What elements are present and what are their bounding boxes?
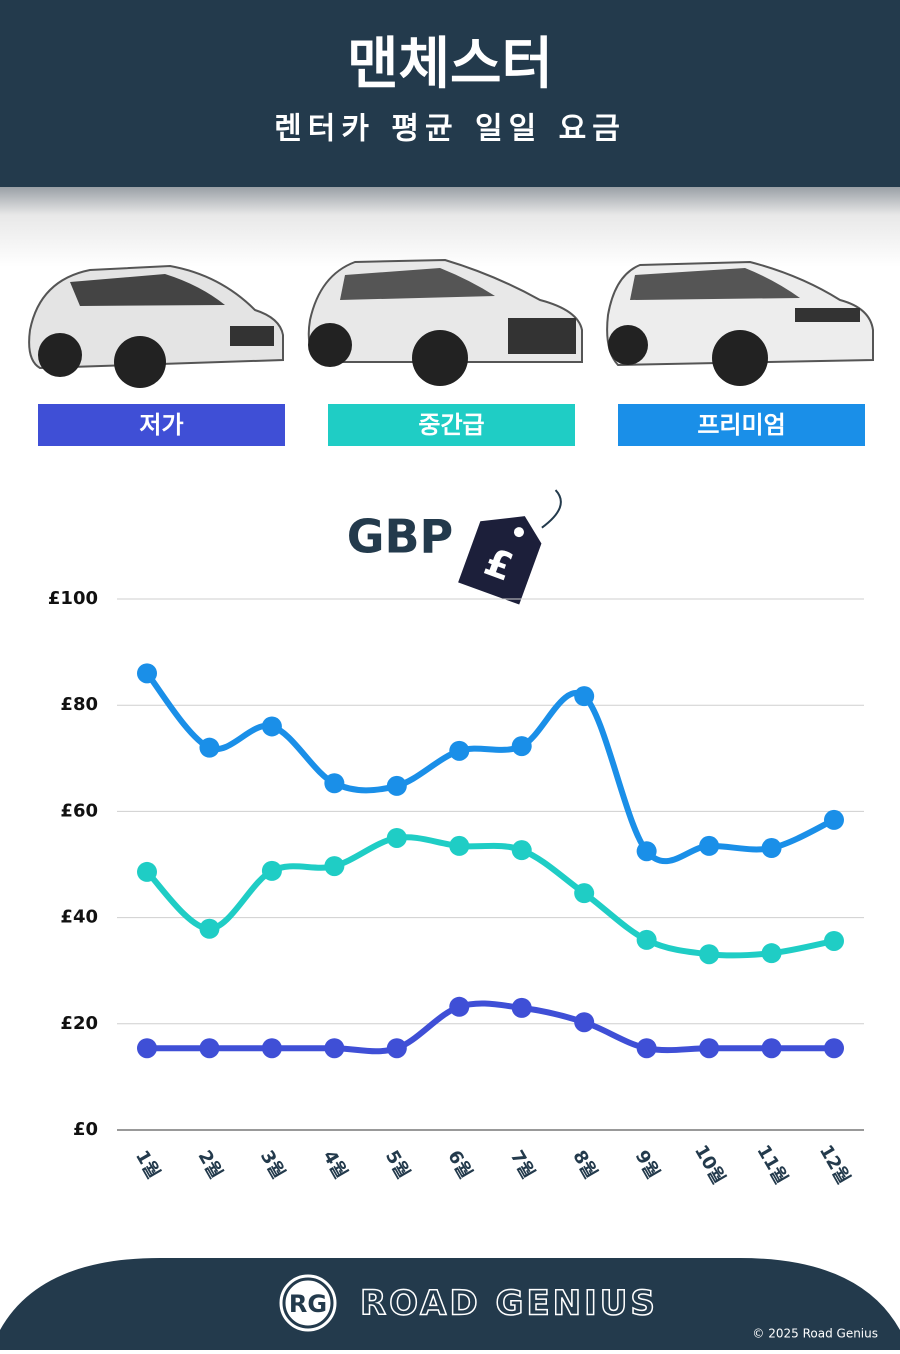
data-point <box>511 997 532 1018</box>
car-midsize <box>307 258 583 386</box>
data-point <box>824 930 844 951</box>
car-premium <box>606 260 874 386</box>
data-point <box>574 686 595 707</box>
x-tick-label: 4월 <box>318 1147 351 1183</box>
header-band <box>0 0 900 187</box>
data-point <box>699 944 720 965</box>
data-point <box>636 1038 657 1059</box>
data-point <box>199 737 220 758</box>
logo-text: RG <box>289 1290 327 1318</box>
copyright: © 2025 Road Genius <box>752 1327 878 1341</box>
data-point <box>511 736 532 757</box>
data-point <box>137 663 157 684</box>
x-tick-label: 9월 <box>631 1147 664 1183</box>
x-tick-label: 11월 <box>752 1141 791 1188</box>
data-point <box>574 883 595 904</box>
x-tick-label: 5월 <box>381 1147 414 1183</box>
brand-name: ROAD GENIUS <box>360 1284 658 1324</box>
data-point <box>324 1038 345 1059</box>
header-shadow <box>0 187 900 267</box>
data-point <box>761 943 782 964</box>
legend-label: 프리미엄 <box>697 411 785 439</box>
data-point <box>137 861 157 882</box>
data-point <box>199 918 220 939</box>
legend: 저가 중간급 프리미엄 <box>38 404 865 446</box>
x-tick-label: 7월 <box>506 1147 539 1183</box>
data-point <box>761 1038 782 1059</box>
data-point <box>324 773 345 794</box>
price-tag: £ <box>458 489 562 605</box>
subtitle: 렌터카 평균 일일 요금 <box>274 112 626 147</box>
x-tick-label: 3월 <box>256 1147 289 1183</box>
series-line <box>144 1000 837 1055</box>
x-tick-label: 2월 <box>194 1147 227 1183</box>
line-chart: £0 £20 £40 £60 £80 £100 1월 2월 3월 4월 5월 6월 7월 8월 9월 10월 1… <box>48 588 864 1188</box>
data-point <box>574 1012 595 1033</box>
data-point <box>449 996 470 1017</box>
footer-band <box>0 1258 900 1350</box>
data-point <box>261 860 282 881</box>
data-point <box>761 838 782 859</box>
data-point <box>137 1038 157 1059</box>
y-tick-label: £40 <box>60 907 98 928</box>
data-point <box>386 1038 407 1059</box>
legend-label: 중간급 <box>418 411 484 439</box>
data-point <box>324 856 345 877</box>
data-point <box>199 1038 220 1059</box>
y-tick-label: £100 <box>48 588 98 609</box>
data-point <box>636 929 657 950</box>
x-tick-label: 6월 <box>443 1147 476 1183</box>
x-tick-label: 10월 <box>690 1141 729 1188</box>
series-line <box>144 834 837 959</box>
x-tick-label: 8월 <box>568 1147 601 1183</box>
x-tick-label: 1월 <box>131 1147 164 1183</box>
data-point <box>824 809 844 830</box>
car-economy <box>28 264 284 388</box>
y-tick-label: £80 <box>60 694 98 715</box>
data-point <box>511 840 532 861</box>
y-tick-label: £60 <box>60 800 98 821</box>
legend-swatch <box>328 404 575 446</box>
x-tick-label: 12월 <box>815 1141 854 1188</box>
title: 맨체스터 <box>347 32 553 97</box>
data-point <box>449 835 470 856</box>
data-point <box>699 1038 720 1059</box>
legend-swatch <box>618 404 865 446</box>
logo-ring <box>282 1277 334 1329</box>
data-point <box>386 827 407 848</box>
logo-badge <box>276 1271 340 1335</box>
data-point <box>449 740 470 761</box>
y-tick-label: £0 <box>73 1119 98 1140</box>
data-point <box>386 775 407 796</box>
data-point <box>699 835 720 856</box>
data-point <box>636 841 657 862</box>
unit-label: GBP <box>347 510 454 564</box>
legend-swatch <box>38 404 285 446</box>
legend-label: 저가 <box>139 411 183 439</box>
data-point <box>261 1038 282 1059</box>
series-line <box>144 670 837 865</box>
y-tick-label: £20 <box>60 1013 98 1034</box>
data-point <box>824 1038 844 1059</box>
data-point <box>261 716 282 737</box>
